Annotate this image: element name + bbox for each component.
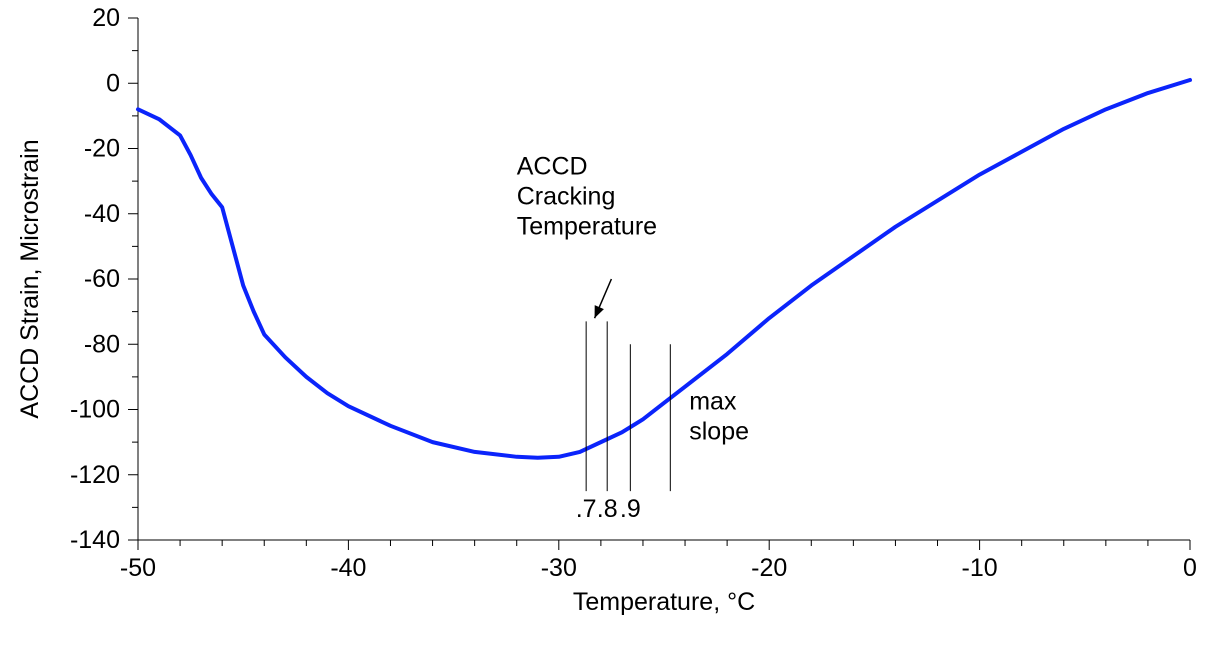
y-tick-label: -40 bbox=[84, 200, 120, 228]
y-tick-label: 0 bbox=[106, 69, 120, 97]
threshold-marker-label: .9 bbox=[620, 495, 641, 523]
y-tick-label: -100 bbox=[70, 396, 120, 424]
x-tick-label: -40 bbox=[330, 554, 366, 582]
y-axis-title: ACCD Strain, Microstrain bbox=[16, 139, 44, 418]
x-tick-label: -50 bbox=[120, 554, 156, 582]
accd-strain-curve bbox=[138, 80, 1190, 458]
accd-strain-chart: -50-40-30-20-100-140-120-100-80-60-40-20… bbox=[0, 0, 1207, 646]
x-tick-label: -30 bbox=[541, 554, 577, 582]
x-tick-label: -20 bbox=[751, 554, 787, 582]
y-tick-label: -20 bbox=[84, 135, 120, 163]
threshold-marker-label: .7 bbox=[576, 495, 597, 523]
y-tick-label: 20 bbox=[92, 4, 120, 32]
x-tick-label: -10 bbox=[962, 554, 998, 582]
y-tick-label: -80 bbox=[84, 330, 120, 358]
accd-annotation-text: ACCD bbox=[517, 153, 588, 181]
x-tick-label: 0 bbox=[1183, 554, 1197, 582]
accd-annotation-arrowhead bbox=[595, 305, 604, 318]
max-slope-annotation: max bbox=[689, 388, 737, 416]
y-tick-label: -60 bbox=[84, 265, 120, 293]
accd-annotation-text: Cracking bbox=[517, 183, 616, 211]
max-slope-annotation: slope bbox=[689, 418, 749, 446]
y-tick-label: -120 bbox=[70, 461, 120, 489]
x-axis-title: Temperature, °C bbox=[573, 588, 755, 616]
accd-annotation-text: Temperature bbox=[517, 213, 657, 241]
y-tick-label: -140 bbox=[70, 526, 120, 554]
threshold-marker-label: .8 bbox=[597, 495, 618, 523]
